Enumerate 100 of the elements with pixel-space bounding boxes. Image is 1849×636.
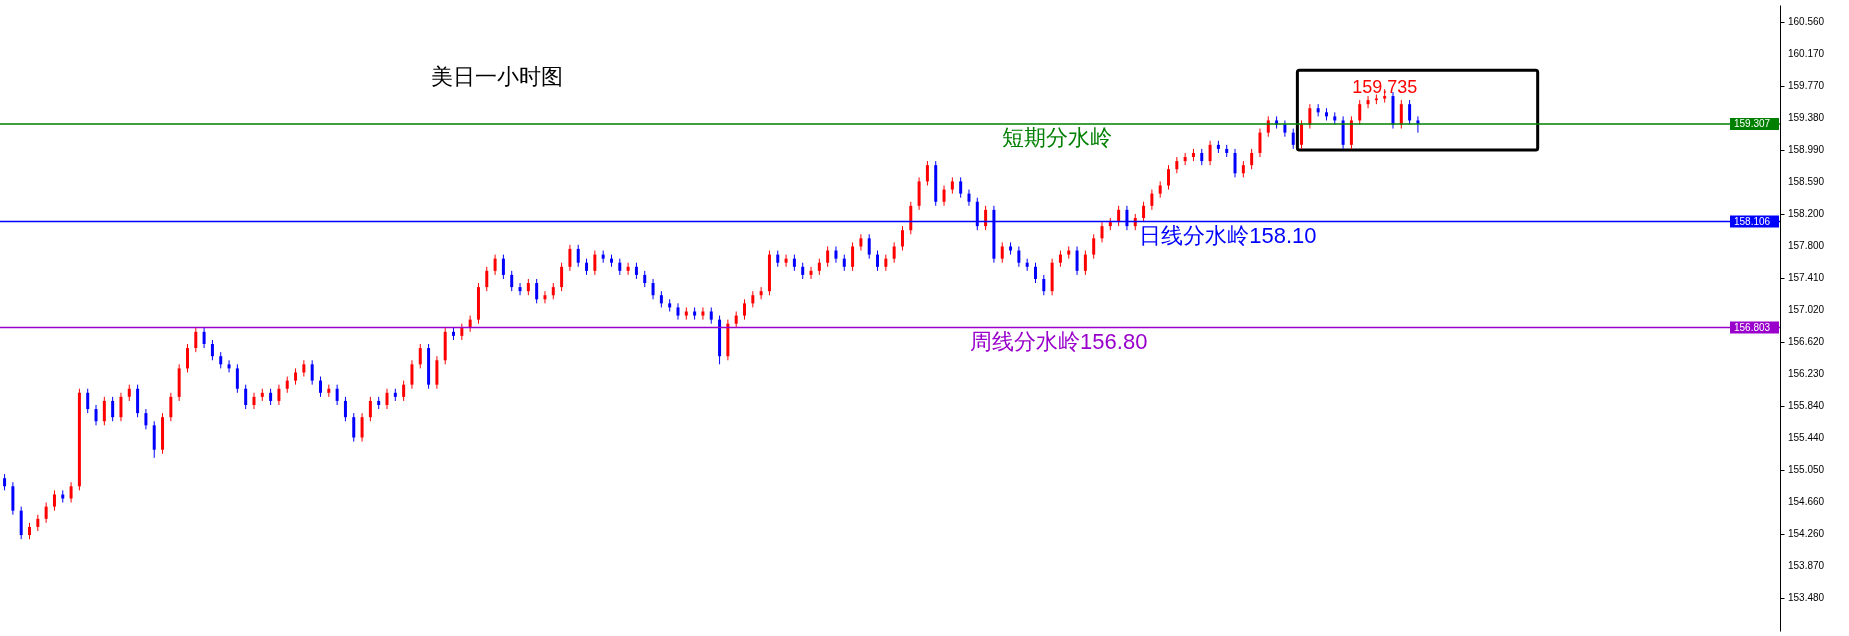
candlestick (52, 489, 56, 512)
candlestick (959, 176, 963, 199)
candlestick (493, 254, 497, 276)
candlestick (1233, 148, 1237, 178)
candlestick (410, 359, 414, 390)
candlestick (593, 250, 597, 276)
y-tick-label: 158.590 (1788, 176, 1825, 188)
candlestick (244, 384, 248, 410)
candlestick (210, 339, 214, 361)
candlestick (169, 392, 173, 422)
candlestick (701, 306, 705, 321)
y-tick-label: 155.440 (1788, 432, 1825, 444)
candlestick (102, 396, 106, 426)
candlestick (1250, 148, 1254, 170)
candlestick (86, 388, 90, 414)
y-tick-label: 153.870 (1788, 559, 1825, 571)
y-tick-label: 155.840 (1788, 399, 1825, 411)
ref-line-label: 日线分水岭158.10 (1139, 222, 1317, 248)
y-tick-label: 158.990 (1788, 143, 1825, 155)
candlestick (360, 412, 364, 443)
y-tick-label: 157.800 (1788, 240, 1825, 252)
y-tick-label: 157.410 (1788, 272, 1825, 284)
candlestick (1358, 99, 1362, 126)
candlestick (1033, 262, 1037, 284)
candlestick (119, 392, 123, 422)
candlestick (1408, 99, 1412, 126)
y-tick-label: 154.660 (1788, 495, 1825, 507)
annotation: 159.735 (1352, 77, 1418, 98)
candlestick (900, 225, 904, 252)
candlestick (1017, 245, 1021, 268)
candlestick (925, 160, 929, 186)
y-tick-label: 156.620 (1788, 336, 1825, 348)
candlestick (942, 184, 946, 207)
candlestick (1366, 95, 1370, 109)
candlestick (1167, 164, 1171, 191)
candlestick (984, 205, 988, 231)
candlestick (892, 241, 896, 264)
candlestick (1000, 241, 1004, 264)
candlestick (1258, 128, 1262, 158)
candlestick (759, 286, 763, 300)
y-tick-label: 155.050 (1788, 464, 1825, 476)
candlestick (319, 376, 322, 398)
candlestick (876, 250, 880, 272)
ref-line-label: 短期分水岭 (1002, 124, 1113, 150)
candlestick (1308, 103, 1312, 130)
candlestick (535, 278, 539, 304)
candlestick (560, 262, 564, 292)
candlestick (1399, 99, 1403, 130)
y-tick-label: 159.380 (1788, 112, 1825, 124)
candlestick (1075, 245, 1079, 276)
candlestick (368, 396, 372, 422)
y-tick-label: 159.770 (1788, 80, 1825, 92)
candlestick (111, 396, 115, 422)
candlestick (510, 270, 514, 292)
candlestick (501, 254, 505, 280)
candlestick (1083, 250, 1087, 276)
y-tick-label: 158.200 (1788, 207, 1825, 219)
candlestick (626, 262, 630, 276)
candlestick (418, 343, 422, 369)
candlestick (568, 244, 572, 272)
candlestick (335, 384, 339, 406)
candlestick (385, 388, 389, 410)
candlestick (277, 384, 281, 406)
candlestick (69, 481, 73, 504)
candlestick (543, 290, 547, 304)
candlestick (1183, 152, 1187, 166)
annotation: 159.307 (1734, 117, 1771, 129)
candlestick (1092, 233, 1096, 260)
candlestick (94, 404, 98, 426)
candlestick (834, 245, 838, 264)
candlestick (859, 233, 863, 252)
candlestick (518, 282, 522, 296)
candlestick (343, 396, 347, 422)
candlestick (402, 380, 406, 402)
candlestick (809, 266, 813, 280)
y-tick-label: 153.480 (1788, 591, 1825, 603)
y-tick-label: 160.560 (1788, 16, 1825, 28)
candlestick (1416, 115, 1420, 134)
candlestick (185, 343, 189, 373)
candlestick (576, 244, 580, 268)
candlestick (202, 327, 206, 349)
annotation: 158.106 (1734, 215, 1771, 227)
ref-line-label: 周线分水岭156.80 (970, 328, 1148, 354)
candlestick (310, 359, 314, 386)
candlestick (44, 502, 48, 524)
candlestick (352, 412, 356, 443)
candlestick (851, 241, 855, 272)
annotation: 156.803 (1734, 321, 1771, 333)
candlestick (1291, 128, 1295, 150)
candlestick (826, 245, 830, 268)
candlestick (1100, 221, 1104, 243)
candlestick (867, 233, 871, 260)
y-tick-label: 157.020 (1788, 303, 1825, 315)
candlestick (252, 392, 256, 410)
candlestick (651, 278, 655, 300)
candlestick (1208, 140, 1212, 166)
candlestick (235, 363, 239, 394)
candlestick (144, 408, 148, 430)
candlestick (1042, 274, 1046, 296)
candlestick (302, 359, 306, 378)
